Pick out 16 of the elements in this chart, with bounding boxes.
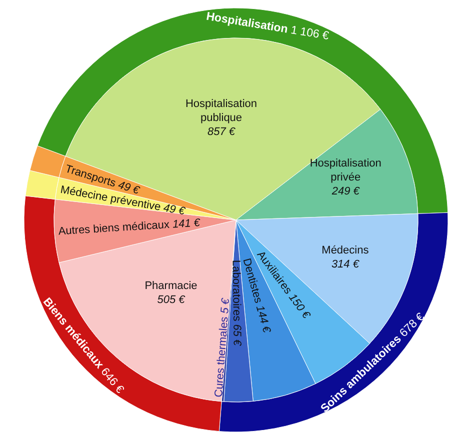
- slice-label: Hospitalisation publique: [185, 98, 258, 124]
- data-label: 65 €: [230, 321, 243, 347]
- slice-label: Hospitalisation privée: [310, 158, 382, 184]
- data-label: 249 €: [330, 186, 360, 198]
- data-label: 141 €: [169, 217, 202, 231]
- slice-label: Laboratoires: [230, 260, 243, 322]
- data-label: 314 €: [331, 258, 360, 271]
- data-label: 857 €: [207, 126, 236, 138]
- slice-label: Cures thermales: [212, 316, 231, 398]
- slice-label: Autres biens médicaux: [58, 218, 170, 238]
- data-label: 5 €: [218, 297, 232, 318]
- slice-label: Médecins: [322, 244, 370, 257]
- data-label: 49 €: [162, 202, 186, 218]
- data-label: 505 €: [157, 294, 186, 306]
- data-label: 1 106 €: [286, 24, 330, 43]
- slice-label: Pharmacie: [144, 280, 198, 292]
